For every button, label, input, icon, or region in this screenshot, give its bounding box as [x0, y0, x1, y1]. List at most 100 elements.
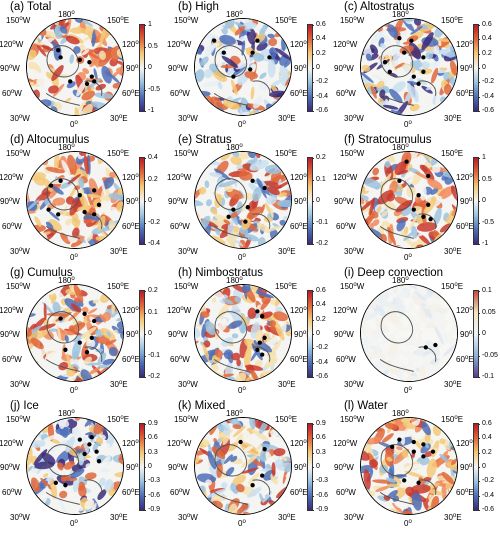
field-blob — [274, 321, 285, 341]
significance-dot — [82, 311, 87, 316]
longitude-label: 30oW — [344, 513, 364, 522]
significance-dot — [63, 347, 68, 352]
field-blob — [361, 350, 381, 358]
field-blob — [377, 190, 394, 205]
significance-dot — [387, 69, 392, 74]
colorbar-tick-mark — [144, 438, 146, 439]
significance-dot — [267, 55, 272, 60]
significance-dot — [92, 212, 97, 217]
field-blob — [242, 22, 257, 30]
panel-title: (i) Deep convection — [344, 267, 444, 279]
field-blob — [433, 45, 440, 55]
colorbar-tick-mark — [478, 291, 480, 292]
field-blob — [210, 207, 218, 215]
significance-dot — [397, 36, 402, 41]
field-blob — [99, 50, 106, 60]
longitude-label: 60oW — [2, 355, 22, 364]
longitude-label: 60oW — [336, 488, 356, 497]
colorbar-tick-label: -0.2 — [482, 477, 495, 485]
significance-dot — [426, 202, 431, 207]
field-blob — [73, 377, 84, 381]
field-blob — [415, 348, 424, 356]
field-blob — [78, 454, 85, 466]
field-blob — [223, 453, 234, 464]
field-blob — [58, 19, 67, 28]
field-blob — [361, 198, 376, 212]
longitude-label: 150oE — [441, 149, 464, 158]
field-blob — [373, 74, 388, 83]
field-blob — [410, 418, 425, 423]
field-blob — [403, 231, 414, 242]
field-blob — [267, 33, 276, 39]
field-blob — [109, 171, 116, 179]
map-panel: (k) Mixed180o150oW150oE120oW120oE90oW90o… — [167, 399, 334, 532]
coastline — [45, 444, 103, 505]
significance-dot — [409, 38, 414, 43]
coastline — [213, 311, 271, 372]
longitude-label: 30oW — [178, 380, 198, 389]
polar-map — [26, 417, 124, 515]
colorbar-tick-mark — [144, 312, 146, 313]
field-blob — [259, 492, 264, 504]
panel-title: (h) Nimbostratus — [178, 267, 263, 279]
significance-dot — [248, 67, 253, 72]
longitude-label: 180o — [58, 276, 75, 285]
field-blob — [45, 166, 65, 174]
field-blob — [214, 349, 223, 358]
field-blob — [277, 192, 288, 197]
field-blob — [48, 210, 60, 221]
field-blob — [60, 330, 75, 336]
longitude-label: 0o — [70, 386, 78, 395]
colorbar-tick-label: 0.3 — [148, 448, 158, 456]
field-blob — [256, 178, 264, 188]
field-blob — [98, 456, 109, 471]
field-blob — [375, 485, 390, 492]
field-blob — [71, 212, 79, 226]
colorbar-tick-mark — [312, 424, 314, 425]
field-blob — [398, 354, 409, 365]
longitude-label: 90oW — [334, 64, 354, 73]
field-blob — [420, 327, 435, 338]
panel-title: (j) Ice — [10, 400, 39, 412]
field-blob — [405, 486, 415, 497]
field-blob — [247, 307, 257, 320]
field-blob — [285, 467, 291, 478]
field-blob — [93, 68, 98, 80]
field-blob — [396, 219, 406, 232]
significance-dot — [426, 173, 431, 179]
colorbar-tick-mark — [312, 334, 314, 335]
field-blob — [64, 335, 69, 343]
significance-dot — [250, 178, 255, 183]
colorbar-tick-mark — [478, 312, 480, 313]
field-blob — [451, 204, 457, 222]
field-blob — [264, 202, 272, 215]
longitude-label: 60oE — [290, 222, 308, 231]
field-blob — [100, 163, 108, 167]
field-blob — [385, 285, 395, 295]
field-blob — [50, 439, 68, 453]
field-blob — [259, 72, 267, 79]
longitude-label: 60oW — [336, 89, 356, 98]
longitude-label: 150oW — [6, 282, 31, 291]
colorbar-tick-label: 0.2 — [316, 154, 326, 161]
colorbar-tick-mark — [478, 39, 480, 40]
significance-dot — [96, 459, 102, 464]
polar-map — [26, 18, 124, 116]
longitude-label: 30oW — [178, 513, 198, 522]
field-blob — [70, 468, 85, 479]
field-blob — [57, 324, 62, 344]
longitude-label: 60oW — [336, 355, 356, 364]
field-blob — [387, 325, 400, 336]
field-blob — [400, 510, 414, 514]
significance-dot — [226, 214, 231, 219]
field-blob — [211, 446, 226, 459]
field-blob — [260, 299, 270, 310]
colorbar-tick-label: 0.4 — [482, 35, 492, 43]
field-blob — [412, 295, 425, 308]
field-blob — [207, 42, 220, 51]
field-blob — [260, 443, 280, 451]
field-blob — [91, 29, 97, 47]
field-blob — [59, 25, 68, 34]
field-blob — [30, 337, 44, 350]
field-blob — [414, 171, 433, 181]
